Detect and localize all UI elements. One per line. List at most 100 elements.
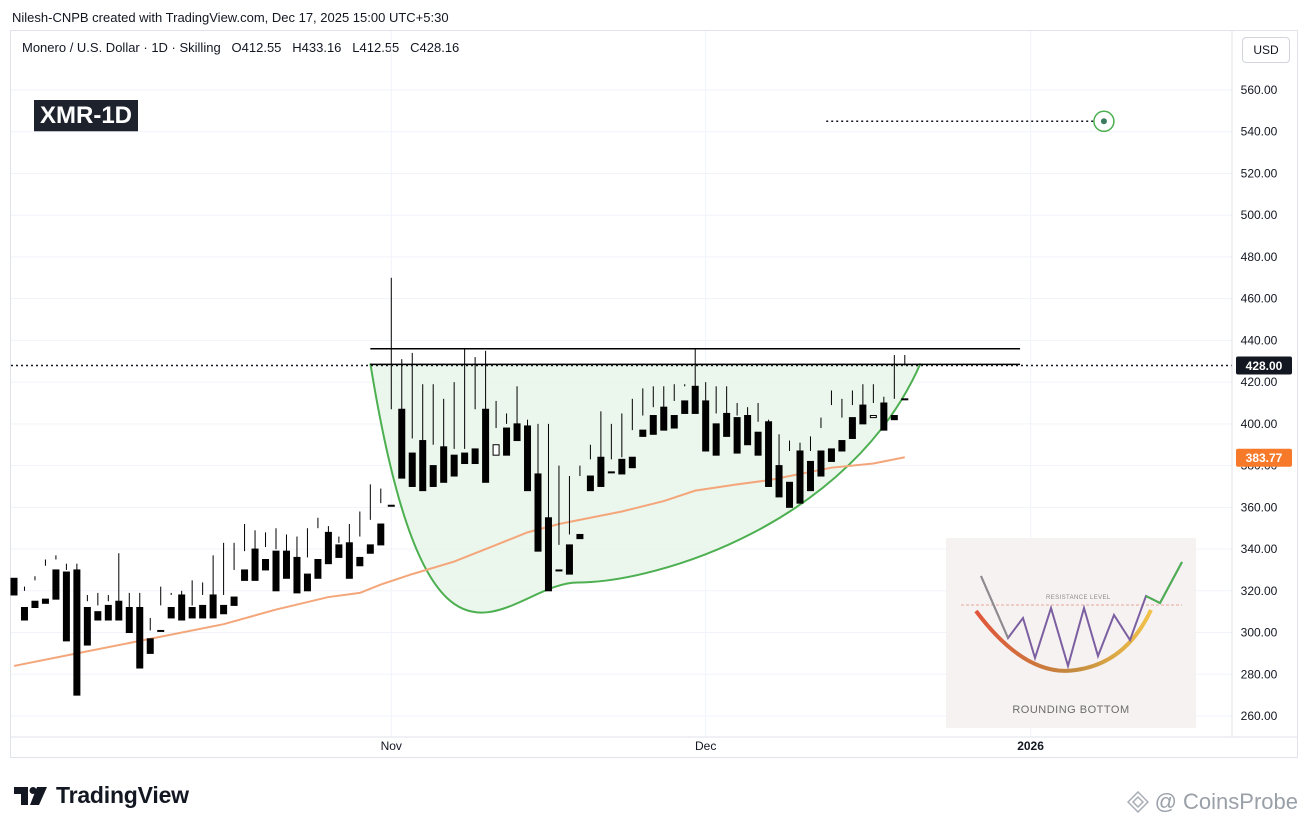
y-tick-label: 460.00 [1241, 292, 1278, 306]
candle-body [83, 606, 91, 646]
coinsprobe-watermark: @ CoinsProbe [1126, 789, 1298, 815]
candle [471, 357, 479, 465]
candle [387, 277, 395, 507]
inset-title: ROUNDING BOTTOM [1012, 704, 1130, 716]
candle-body [356, 556, 364, 567]
candle [188, 580, 196, 619]
candle-body [492, 444, 500, 456]
candle-body [639, 429, 647, 437]
candle [534, 423, 542, 552]
tv-logo-icon [14, 786, 47, 805]
candle-body [419, 440, 427, 492]
candle-body [303, 573, 311, 592]
time-axis: Nov Dec 2026 [11, 736, 1297, 753]
candle [20, 586, 28, 621]
candle-body [544, 517, 552, 592]
candle [597, 411, 605, 487]
candle [544, 423, 552, 592]
x-tick-label: 2026 [1017, 739, 1044, 753]
candle [482, 350, 490, 483]
high-value: H433.16 [292, 40, 342, 55]
candle [146, 617, 154, 654]
y-tick-label: 500.00 [1241, 208, 1278, 222]
candle [639, 388, 647, 437]
candle [10, 577, 18, 596]
candle-body [534, 473, 542, 552]
candle-body [827, 448, 835, 462]
candle-body [513, 423, 521, 442]
candle [607, 423, 615, 474]
y-tick-label: 300.00 [1241, 626, 1278, 640]
candle [440, 398, 448, 483]
candle-body [293, 556, 301, 594]
candle [115, 553, 123, 621]
candle-body [52, 569, 60, 600]
candle [251, 530, 259, 581]
candle-body [104, 604, 112, 621]
last-price-label: 428.00 [1246, 359, 1283, 373]
candle [660, 386, 668, 431]
x-tick-label: Nov [381, 739, 402, 753]
candle [408, 352, 416, 487]
candle-body [167, 606, 175, 619]
candle-body [398, 408, 406, 479]
candle [754, 403, 762, 456]
candle-body [775, 465, 783, 498]
candle [775, 434, 783, 498]
candle [733, 403, 741, 454]
candle [41, 559, 49, 604]
candle [848, 390, 856, 439]
y-tick-label: 400.00 [1241, 417, 1278, 431]
currency-button[interactable]: USD [1242, 37, 1290, 63]
candle-body [607, 471, 615, 474]
candle-body [450, 454, 458, 477]
candle [230, 542, 238, 606]
tradingview-logo[interactable]: TradingView [14, 782, 189, 809]
candle [796, 442, 804, 504]
candle [702, 382, 710, 452]
candle-body [670, 415, 678, 429]
candle [398, 359, 406, 479]
last-price-label-bg [1236, 356, 1292, 375]
candle [765, 419, 773, 487]
symbol-legend: Monero / U.S. Dollar · 1D · Skilling O41… [22, 40, 459, 55]
candle-body [628, 456, 636, 469]
candle-body [597, 456, 605, 487]
candle [104, 594, 112, 621]
candle [356, 511, 364, 567]
candle-body [817, 450, 825, 477]
candle [838, 398, 846, 452]
candle [618, 413, 626, 475]
candle-body [115, 600, 123, 621]
candle [890, 355, 898, 421]
x-tick-label: Dec [695, 739, 716, 753]
candle [492, 400, 500, 456]
candle [125, 592, 133, 634]
candle [786, 440, 794, 508]
candle-body [146, 638, 154, 654]
rounding-bottom-illustration: RESISTANCE LEVEL ROUNDING BOTTOM [946, 538, 1196, 728]
zigzag-start [980, 575, 1009, 639]
candle [723, 386, 731, 437]
candle-body [576, 533, 584, 540]
candle-body [31, 600, 39, 608]
candle [241, 524, 249, 581]
candle-body [838, 440, 846, 452]
candle-body [618, 458, 626, 475]
candle [314, 517, 322, 579]
candle [157, 586, 165, 632]
ma-price-label-bg [1236, 448, 1292, 467]
candle [461, 348, 469, 465]
y-tick-label: 260.00 [1241, 709, 1278, 723]
candle-body [765, 421, 773, 487]
candle [681, 384, 689, 414]
resistance-level-label: RESISTANCE LEVEL [1046, 595, 1111, 601]
y-tick-label: 560.00 [1241, 83, 1278, 97]
candle-body [94, 611, 102, 621]
candle-body [471, 448, 479, 465]
y-tick-label: 360.00 [1241, 500, 1278, 514]
candle [827, 390, 835, 462]
candle-body [712, 423, 720, 456]
candle-body [806, 460, 814, 492]
